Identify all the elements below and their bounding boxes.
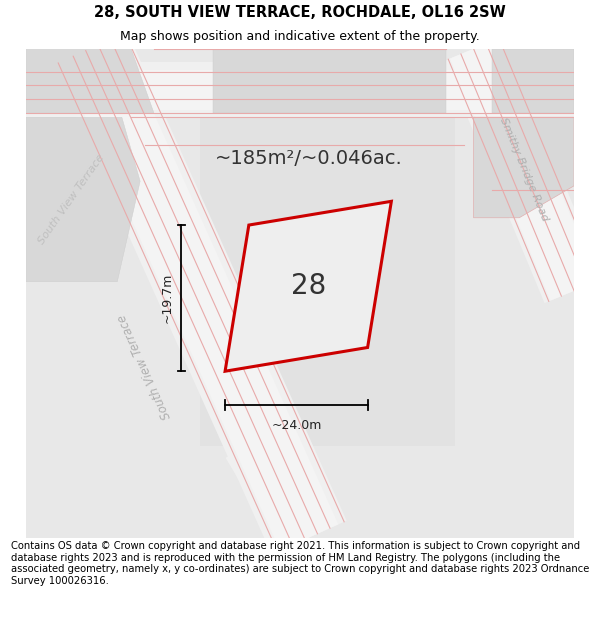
Text: Contains OS data © Crown copyright and database right 2021. This information is : Contains OS data © Crown copyright and d…	[11, 541, 589, 586]
Polygon shape	[26, 49, 574, 538]
Polygon shape	[213, 49, 446, 112]
Polygon shape	[52, 32, 347, 554]
Text: 28: 28	[290, 272, 326, 300]
Text: Smithy Bridge Road: Smithy Bridge Road	[498, 116, 550, 223]
Text: 28, SOUTH VIEW TERRACE, ROCHDALE, OL16 2SW: 28, SOUTH VIEW TERRACE, ROCHDALE, OL16 2…	[94, 4, 506, 19]
Polygon shape	[26, 70, 574, 110]
Polygon shape	[492, 49, 574, 112]
Polygon shape	[473, 118, 574, 218]
Text: South View Terrace: South View Terrace	[37, 152, 107, 246]
Text: ~185m²/~0.046ac.: ~185m²/~0.046ac.	[215, 149, 403, 168]
Text: ~24.0m: ~24.0m	[271, 419, 322, 432]
Polygon shape	[26, 118, 140, 282]
Polygon shape	[61, 36, 338, 551]
Polygon shape	[200, 118, 455, 446]
Polygon shape	[26, 49, 154, 112]
Polygon shape	[225, 201, 391, 371]
Polygon shape	[26, 62, 574, 118]
Text: ~19.7m: ~19.7m	[161, 273, 174, 323]
Text: Map shows position and indicative extent of the property.: Map shows position and indicative extent…	[120, 30, 480, 43]
Polygon shape	[226, 434, 320, 549]
Polygon shape	[450, 39, 598, 301]
Text: South View Terrace: South View Terrace	[116, 312, 174, 421]
Polygon shape	[444, 36, 600, 303]
